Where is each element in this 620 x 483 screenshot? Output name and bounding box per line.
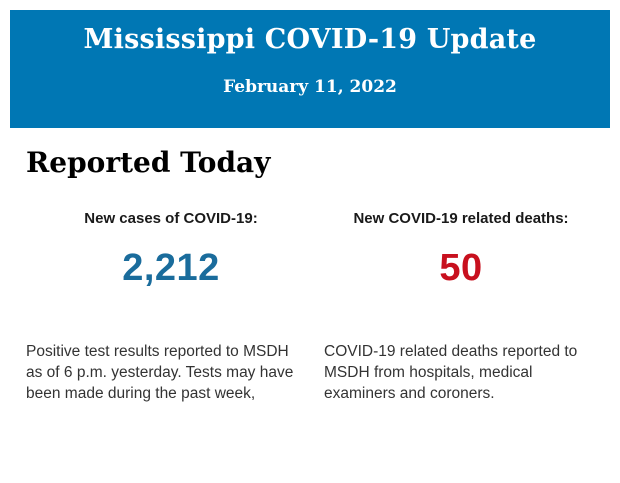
new-cases-value: 2,212: [122, 247, 220, 289]
new-deaths-label: New COVID-19 related deaths:: [353, 210, 569, 227]
new-cases-description: Positive test results reported to MSDH a…: [26, 343, 294, 402]
new-deaths-description: COVID-19 related deaths reported to MSDH…: [324, 343, 578, 402]
stat-card-new-cases: New cases of COVID-19: 2,212 Positive te…: [26, 209, 316, 404]
stats-row: New cases of COVID-19: 2,212 Positive te…: [0, 209, 620, 404]
new-deaths-value: 50: [439, 247, 483, 289]
new-cases-label: New cases of COVID-19:: [84, 210, 258, 227]
stat-card-new-deaths: New COVID-19 related deaths: 50 COVID-19…: [316, 209, 606, 404]
update-banner: Mississippi COVID-19 Update February 11,…: [10, 10, 610, 128]
page-title: Reported Today: [26, 146, 271, 179]
banner-date: February 11, 2022: [223, 77, 397, 97]
report-content: Reported Today New cases of COVID-19: 2,…: [0, 128, 620, 404]
banner-title: Mississippi COVID-19 Update: [83, 24, 537, 55]
